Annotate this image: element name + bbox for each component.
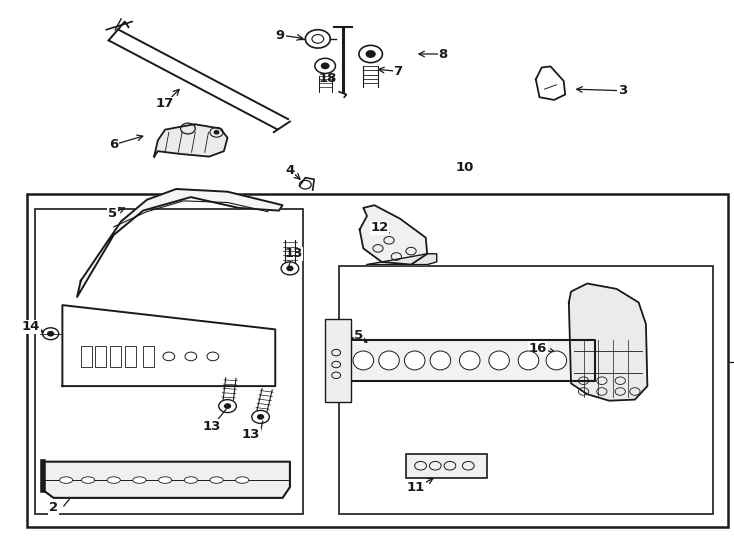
Ellipse shape bbox=[210, 477, 223, 483]
Ellipse shape bbox=[184, 477, 197, 483]
Ellipse shape bbox=[107, 477, 120, 483]
Text: 8: 8 bbox=[439, 48, 448, 60]
Text: 14: 14 bbox=[21, 320, 40, 333]
Text: 17: 17 bbox=[156, 97, 174, 110]
Ellipse shape bbox=[353, 351, 374, 370]
Circle shape bbox=[214, 131, 219, 134]
Circle shape bbox=[287, 266, 293, 271]
Ellipse shape bbox=[133, 477, 146, 483]
Bar bbox=[27, 194, 728, 526]
Bar bbox=[81, 346, 92, 367]
Bar bbox=[125, 346, 136, 367]
Polygon shape bbox=[569, 284, 647, 401]
Ellipse shape bbox=[81, 477, 95, 483]
Text: 4: 4 bbox=[286, 164, 294, 177]
Text: 16: 16 bbox=[528, 342, 548, 355]
Ellipse shape bbox=[379, 351, 399, 370]
Ellipse shape bbox=[159, 477, 172, 483]
Bar bbox=[95, 346, 106, 367]
Ellipse shape bbox=[489, 351, 509, 370]
Circle shape bbox=[321, 63, 329, 69]
Text: 2: 2 bbox=[49, 501, 58, 514]
Circle shape bbox=[258, 415, 264, 419]
Bar bbox=[35, 209, 303, 514]
Ellipse shape bbox=[546, 351, 567, 370]
Polygon shape bbox=[367, 254, 437, 265]
Ellipse shape bbox=[518, 351, 539, 370]
Bar bbox=[406, 454, 487, 478]
Ellipse shape bbox=[236, 477, 249, 483]
Polygon shape bbox=[43, 462, 290, 498]
Text: 6: 6 bbox=[109, 138, 118, 151]
Bar bbox=[339, 266, 713, 514]
Text: 3: 3 bbox=[618, 84, 627, 97]
Polygon shape bbox=[347, 340, 595, 381]
Polygon shape bbox=[77, 189, 283, 297]
Text: 13: 13 bbox=[241, 428, 261, 441]
Text: 11: 11 bbox=[407, 481, 425, 494]
Text: 7: 7 bbox=[393, 65, 402, 78]
Polygon shape bbox=[360, 205, 427, 265]
Text: 12: 12 bbox=[371, 221, 388, 234]
Text: 13: 13 bbox=[202, 420, 221, 433]
Text: 5: 5 bbox=[108, 207, 117, 220]
Bar bbox=[110, 346, 121, 367]
Bar bbox=[143, 346, 154, 367]
Bar bbox=[325, 319, 351, 402]
Ellipse shape bbox=[459, 351, 480, 370]
Ellipse shape bbox=[59, 477, 73, 483]
Ellipse shape bbox=[404, 351, 425, 370]
Circle shape bbox=[48, 332, 54, 336]
Text: 15: 15 bbox=[346, 329, 363, 342]
Ellipse shape bbox=[430, 351, 451, 370]
Text: 13: 13 bbox=[284, 247, 303, 260]
Polygon shape bbox=[154, 124, 228, 157]
Circle shape bbox=[366, 51, 375, 57]
Text: 18: 18 bbox=[319, 72, 338, 85]
Circle shape bbox=[225, 404, 230, 408]
Text: 9: 9 bbox=[276, 29, 285, 42]
Text: 10: 10 bbox=[455, 161, 474, 174]
